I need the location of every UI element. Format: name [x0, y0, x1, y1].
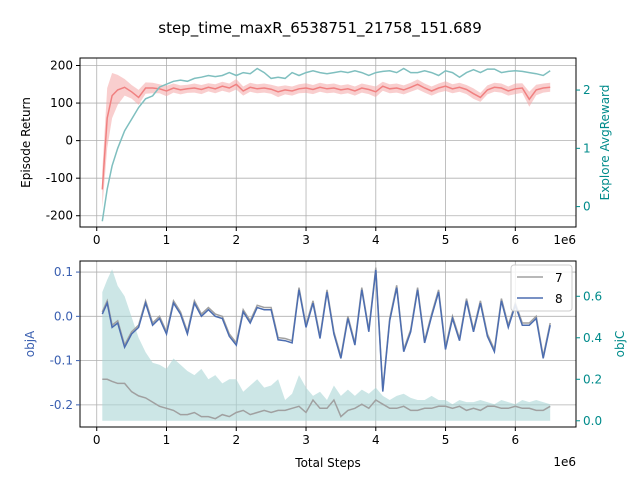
top-ytick-label--100: -100 [46, 171, 73, 185]
bottom-xtick-label-0: 0 [93, 433, 101, 447]
top-ytick-label-200: 200 [50, 59, 73, 73]
top-plot-frame [79, 57, 577, 228]
bottom-xtick-label-1: 1 [163, 433, 171, 447]
top-xtick-label-3: 3 [302, 233, 310, 247]
top-y2tick-label-2: 2 [583, 83, 591, 97]
legend-entry-8: 8 [555, 292, 563, 306]
explore-avgreward-line [101, 67, 551, 222]
top-x-exponent: 1e6 [553, 233, 576, 247]
top-ytick-label-100: 100 [50, 96, 73, 110]
top-y-axis-label: Episode Return [19, 97, 33, 188]
bottom-xtick-label-2: 2 [232, 433, 240, 447]
bottom-plot-area [101, 267, 551, 421]
objC-gray-line [102, 378, 551, 420]
objC-fill-area [102, 269, 551, 421]
bottom-y-axis-label: objA [23, 330, 37, 357]
top-xtick-label-5: 5 [442, 233, 450, 247]
top-chart-panel: 0 1 2 3 4 5 6 -200 -100 0 100 200 0 1 2 Episode Return… [19, 57, 612, 247]
bottom-plot-frame [79, 260, 577, 428]
bottom-ytick-label--0.1: -0.1 [50, 354, 73, 368]
bottom-xtick-label-5: 5 [442, 433, 450, 447]
top-y2tick-label-0: 0 [583, 200, 591, 214]
bottom-y2tick-label-0.6: 0.6 [583, 289, 602, 303]
legend-box [510, 264, 573, 312]
bottom-y2-axis-label: objC [613, 331, 627, 358]
top-xtick-label-2: 2 [232, 233, 240, 247]
legend: 7 8 [510, 264, 573, 312]
top-xtick-label-6: 6 [511, 233, 519, 247]
bottom-x-axis-label: Total Steps [294, 456, 360, 470]
top-plot-area [101, 67, 551, 222]
bottom-ytick-label-0: 0.0 [54, 309, 73, 323]
top-xtick-label-0: 0 [93, 233, 101, 247]
bottom-ytick-label-0.1: 0.1 [54, 265, 73, 279]
episode-return-band [102, 73, 551, 209]
top-ytick-label-0: 0 [65, 134, 73, 148]
top-y2tick-label-1: 1 [583, 141, 591, 155]
top-y2-axis-label: Explore AvgReward [598, 85, 612, 201]
episode-return-line [101, 83, 551, 190]
bottom-xtick-label-6: 6 [511, 433, 519, 447]
bottom-y2tick-label-0: 0.0 [583, 414, 602, 428]
bottom-y2tick-label-0.4: 0.4 [583, 331, 602, 345]
series-8-line [101, 269, 551, 392]
legend-entry-7: 7 [555, 271, 563, 285]
top-ytick-label--200: -200 [46, 209, 73, 223]
top-xtick-label-4: 4 [372, 233, 380, 247]
bottom-xtick-label-3: 3 [302, 433, 310, 447]
bottom-y2tick-label-0.2: 0.2 [583, 372, 602, 386]
bottom-x-exponent: 1e6 [553, 455, 576, 469]
bottom-xtick-label-4: 4 [372, 433, 380, 447]
top-xtick-label-1: 1 [163, 233, 171, 247]
bottom-chart-panel: 0 1 2 3 4 5 6 -0.2 -0.1 0.0 0.1 0.0 0.2 0.4 0.6 objA o… [23, 260, 627, 470]
bottom-ytick-label--0.2: -0.2 [50, 398, 73, 412]
figure-title: step_time_maxR_6538751_21758_151.689 [158, 19, 482, 38]
